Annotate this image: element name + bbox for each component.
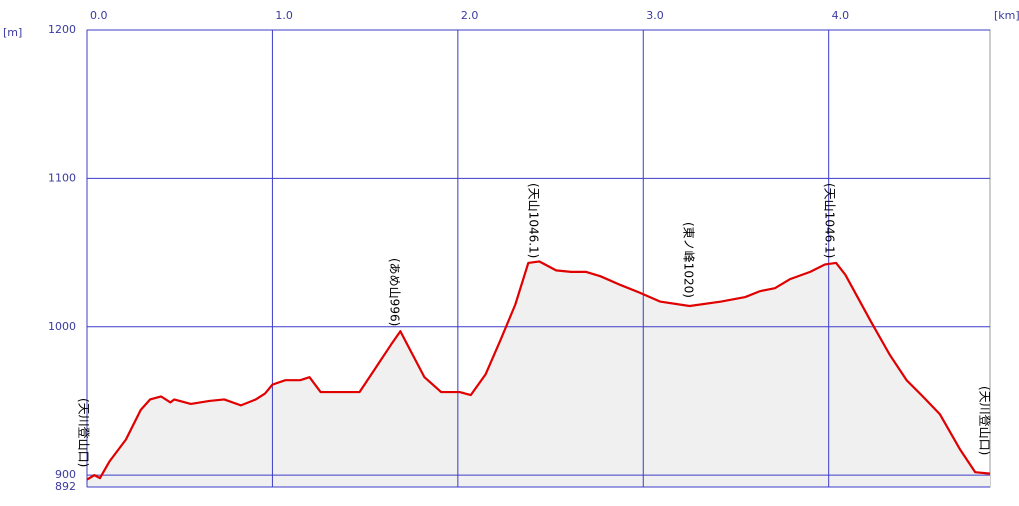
- x-tick-label: 0.0: [90, 9, 108, 22]
- x-tick-label: 4.0: [832, 9, 850, 22]
- area: [87, 261, 990, 487]
- annotation: (天川登山口): [978, 386, 993, 455]
- annotation: (天川登山口): [77, 398, 92, 467]
- y-tick-label: 1000: [48, 320, 76, 333]
- annotation: (東ノ峰1020): [682, 222, 696, 298]
- annotation: (天山1046.1): [527, 183, 541, 258]
- y-axis-label: [m]: [3, 26, 22, 39]
- annotation: (あめ山996): [388, 258, 402, 326]
- y-tick-label: 1100: [48, 171, 76, 184]
- annotation: (天山1046.1): [823, 183, 837, 258]
- x-axis-label: [km]: [994, 9, 1019, 22]
- x-tick-label: 1.0: [275, 9, 293, 22]
- y-tick-label: 1200: [48, 23, 76, 36]
- x-tick-label: 3.0: [646, 9, 664, 22]
- y-tick-label: 892: [55, 480, 76, 493]
- y-tick-label: 900: [55, 468, 76, 481]
- x-tick-label: 2.0: [461, 9, 479, 22]
- elevation-line: [86, 260, 991, 481]
